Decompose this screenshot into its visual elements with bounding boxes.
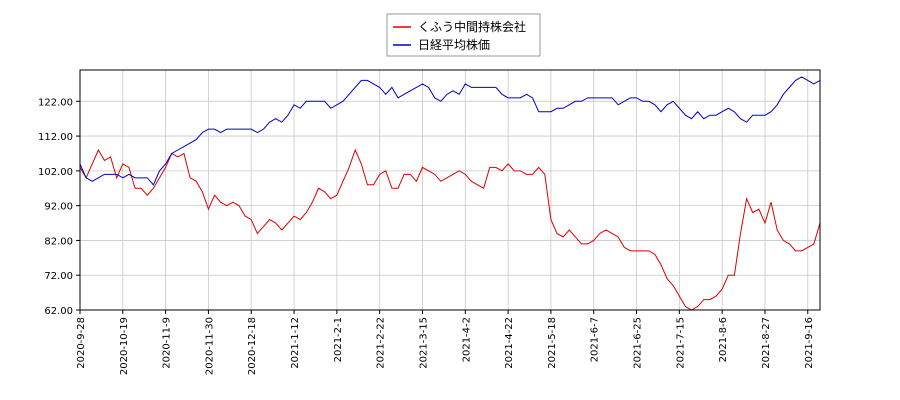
x-tick-label: 2021-3-15 — [418, 317, 429, 369]
series-line — [79, 148, 821, 311]
axes: 62.00 72.00 82.00 92.00 102.00 112.00 122.00 20… — [38, 97, 815, 375]
y-tick-label: 92.00 — [44, 202, 73, 213]
x-tick-label: 2021-7-15 — [675, 317, 686, 369]
lines — [79, 76, 821, 311]
x-tick-label: 2021-8-27 — [761, 317, 772, 369]
y-tick-label: 62.00 — [44, 306, 73, 317]
x-tick-label: 2021-4-22 — [504, 317, 515, 369]
x-tick-label: 2020-10-19 — [119, 317, 130, 375]
y-tick-label: 82.00 — [44, 236, 73, 247]
plot-area — [80, 70, 820, 310]
x-tick-label: 2021-6-7 — [590, 317, 601, 362]
legend-label: 日経平均株価 — [418, 37, 490, 52]
x-tick-label: 2020-12-18 — [247, 317, 258, 375]
x-tick-label: 2021-4-2 — [461, 317, 472, 362]
grid — [79, 70, 820, 311]
x-tick-label: 2021-5-18 — [547, 317, 558, 369]
x-tick-label: 2020-11-9 — [162, 317, 173, 369]
y-tick-label: 122.00 — [38, 97, 73, 108]
x-tick-label: 2021-2-22 — [376, 317, 387, 369]
legend-label: くふう中間持株会社 — [418, 19, 526, 34]
x-tick-label: 2021-8-6 — [718, 317, 729, 362]
x-tick-label: 2021-9-16 — [804, 317, 815, 369]
legend-box — [386, 13, 541, 57]
x-tick-label: 2021-1-12 — [290, 317, 301, 369]
y-tick-label: 102.00 — [38, 167, 73, 178]
x-tick-label: 2021-2-1 — [333, 317, 344, 362]
y-tick-label: 112.00 — [38, 132, 73, 143]
x-tick-label: 2021-6-25 — [633, 317, 644, 369]
series-line — [79, 76, 821, 186]
x-tick-label: 2020-9-28 — [76, 317, 87, 369]
plot-frame — [79, 69, 821, 311]
y-tick-label: 72.00 — [44, 271, 73, 282]
x-tick-label: 2020-11-30 — [204, 317, 215, 375]
